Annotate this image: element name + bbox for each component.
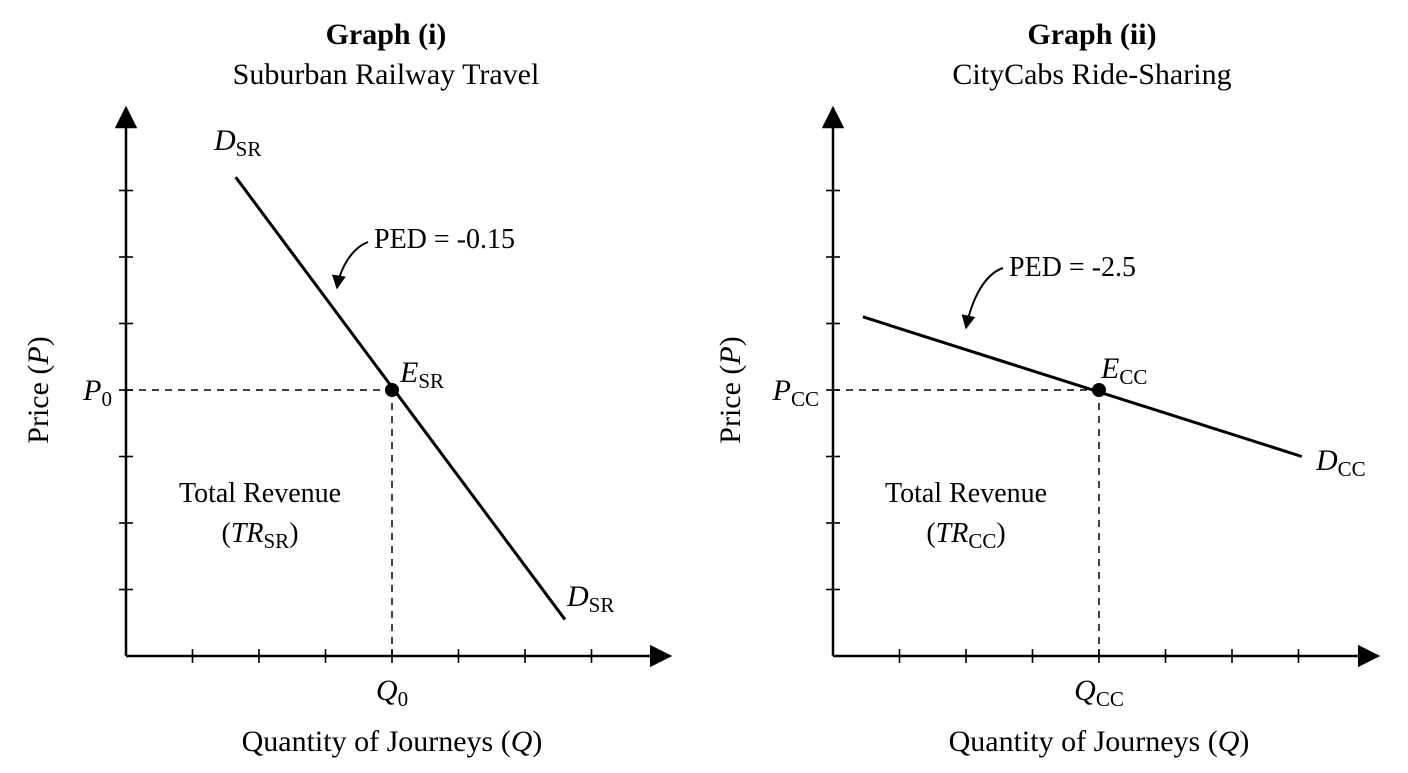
price-tick-label-sub: CC bbox=[791, 387, 819, 411]
x-axis-label-text: Quantity of Journeys ( bbox=[242, 725, 511, 758]
chart-panel-2: Graph (ii) CityCabs Ride-Sharing Quantity … bbox=[714, 18, 1381, 758]
price-tick-label-sub: 0 bbox=[102, 387, 113, 411]
total-revenue-open: ( bbox=[221, 518, 230, 549]
y-axis-label-text: Price ( bbox=[22, 365, 55, 444]
total-revenue-label: Total Revenue bbox=[179, 478, 341, 509]
ped-annotation-arrow bbox=[331, 241, 369, 290]
price-tick-label-main: P bbox=[82, 374, 101, 407]
x-axis-label-close: ) bbox=[1239, 725, 1249, 758]
demand-label-top: DSR bbox=[213, 124, 261, 161]
price-tick-label: P0 bbox=[82, 374, 112, 411]
demand-label-top-main: D bbox=[213, 124, 236, 157]
demand-curve bbox=[234, 176, 567, 621]
quantity-tick-label-main: Q bbox=[1074, 674, 1096, 707]
equilibrium-label-main: E bbox=[1100, 352, 1119, 385]
total-revenue-symbol: (TRCC) bbox=[926, 518, 1005, 553]
ped-annotation: PED = -0.15 bbox=[374, 224, 515, 255]
chart-panel-1: Graph (i) Suburban Railway Travel Quantity… bbox=[22, 18, 673, 758]
total-revenue-sub: SR bbox=[264, 529, 290, 553]
quantity-tick-label-sub: CC bbox=[1096, 687, 1124, 711]
x-axis-label-symbol: Q bbox=[1218, 725, 1240, 758]
price-tick-label: PCC bbox=[772, 374, 819, 411]
equilibrium-label-sub: SR bbox=[418, 369, 444, 393]
quantity-tick-label-main: Q bbox=[376, 674, 398, 707]
total-revenue-label: Total Revenue bbox=[885, 478, 1047, 509]
y-axis-label-text: Price ( bbox=[714, 365, 747, 444]
x-axis-label: Quantity of Journeys (Q) bbox=[949, 725, 1250, 758]
demand-label-bottom-sub: CC bbox=[1338, 457, 1366, 481]
equilibrium-point bbox=[1092, 383, 1106, 397]
y-axis-label-symbol: P bbox=[714, 346, 747, 365]
chart-title: Graph (ii) bbox=[1027, 18, 1156, 51]
total-revenue-close: ) bbox=[289, 518, 298, 549]
ped-annotation-arrow bbox=[961, 267, 1004, 330]
x-axis-label-close: ) bbox=[532, 725, 542, 758]
quantity-tick-label: QCC bbox=[1074, 674, 1124, 711]
demand-label-bottom: DCC bbox=[1315, 444, 1366, 481]
equilibrium-label-main: E bbox=[399, 356, 418, 389]
ped-annotation: PED = -2.5 bbox=[1009, 252, 1136, 283]
total-revenue-open: ( bbox=[926, 518, 935, 549]
total-revenue-sub: CC bbox=[968, 529, 996, 553]
demand-label-bottom-main: D bbox=[566, 580, 589, 613]
chart-title: Graph (i) bbox=[326, 18, 447, 51]
y-axis-label-close: ) bbox=[22, 336, 55, 346]
quantity-tick-label: Q0 bbox=[376, 674, 408, 711]
x-axis-label-text: Quantity of Journeys ( bbox=[949, 725, 1218, 758]
y-axis-label-symbol: P bbox=[22, 346, 55, 365]
demand-label-bottom-main: D bbox=[1315, 444, 1338, 477]
y-axis-label-close: ) bbox=[714, 336, 747, 346]
equilibrium-label-sub: CC bbox=[1119, 365, 1147, 389]
price-tick-label-main: P bbox=[772, 374, 791, 407]
equilibrium-point bbox=[385, 383, 399, 397]
equilibrium-label: ECC bbox=[1100, 352, 1147, 389]
y-axis-label: Price (P) bbox=[22, 336, 55, 443]
chart-subtitle: CityCabs Ride-Sharing bbox=[952, 58, 1231, 91]
demand-curve bbox=[862, 315, 1303, 458]
equilibrium-label: ESR bbox=[399, 356, 444, 393]
chart-subtitle: Suburban Railway Travel bbox=[233, 58, 540, 91]
total-revenue-main: TR bbox=[231, 518, 264, 549]
x-axis-label: Quantity of Journeys (Q) bbox=[242, 725, 543, 758]
total-revenue-symbol: (TRSR) bbox=[221, 518, 298, 553]
demand-label-bottom: DSR bbox=[566, 580, 614, 617]
y-axis-label: Price (P) bbox=[714, 336, 747, 443]
total-revenue-close: ) bbox=[996, 518, 1005, 549]
x-axis-label-symbol: Q bbox=[511, 725, 533, 758]
total-revenue-main: TR bbox=[936, 518, 969, 549]
demand-label-top-sub: SR bbox=[236, 137, 262, 161]
demand-label-bottom-sub: SR bbox=[589, 593, 615, 617]
quantity-tick-label-sub: 0 bbox=[398, 687, 409, 711]
